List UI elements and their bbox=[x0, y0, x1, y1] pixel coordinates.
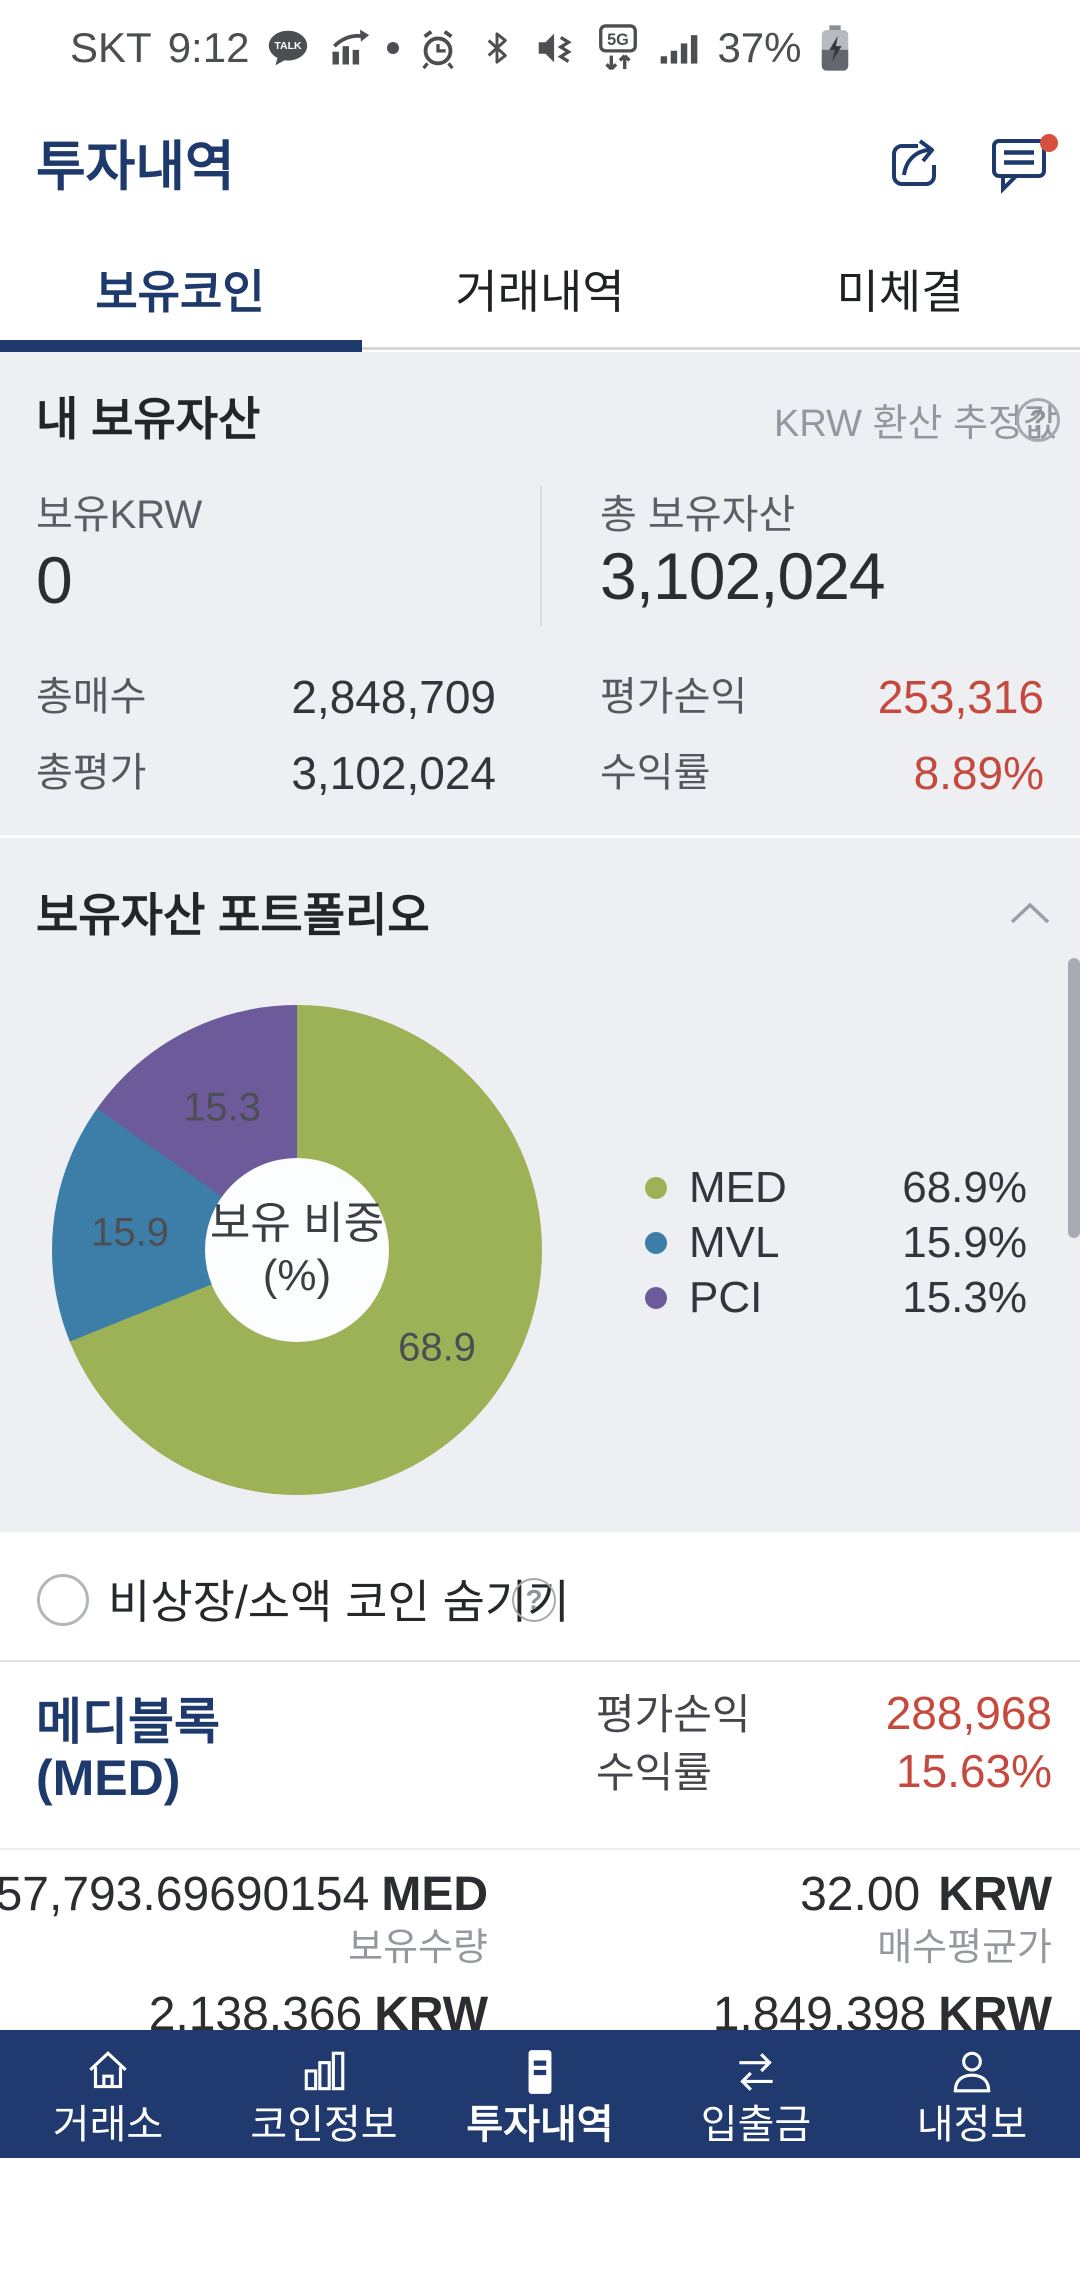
pl-label: 평가손익 bbox=[600, 675, 748, 719]
coin-ror-value: 15.63% bbox=[895, 1745, 1052, 1797]
5g-updown-icon: 5G bbox=[595, 23, 641, 73]
buy-total-label: 총매수 bbox=[36, 675, 147, 719]
coin-quantity-value: 57,793.69690154 MED bbox=[0, 1868, 488, 1921]
person-icon bbox=[947, 2047, 997, 2097]
coin-ror-label: 수익률 bbox=[596, 1749, 712, 1796]
scrollbar-thumb[interactable] bbox=[1068, 958, 1080, 1238]
svg-text:5G: 5G bbox=[608, 31, 630, 49]
signal-bars-icon bbox=[657, 26, 701, 70]
total-assets-value: 3,102,024 bbox=[600, 539, 886, 613]
unread-badge-dot bbox=[1040, 134, 1058, 152]
bottom-navigation: 거래소 코인정보 투자내역 입출금 내정보 bbox=[0, 2030, 1080, 2158]
legend-row-pci: PCI 15.3% bbox=[645, 1270, 1027, 1325]
quantity-label: 보유수량 bbox=[348, 1927, 488, 1969]
bar-chart-icon bbox=[299, 2047, 349, 2097]
ror-label: 수익률 bbox=[600, 751, 711, 795]
legend-dot-med bbox=[645, 1176, 667, 1199]
coin-ticker[interactable]: (MED) bbox=[36, 1750, 181, 1806]
page-title: 투자내역 bbox=[36, 137, 235, 197]
hold-krw-label: 보유KRW bbox=[36, 493, 203, 537]
hide-small-coins-toggle[interactable] bbox=[37, 1574, 89, 1626]
legend-dot-pci bbox=[645, 1286, 667, 1309]
chat-notifications-button[interactable] bbox=[988, 132, 1058, 199]
hide-small-coins-help-icon[interactable]: ? bbox=[512, 1578, 556, 1622]
coin-pl-label: 평가손익 bbox=[596, 1691, 751, 1738]
legend-dot-mvl bbox=[645, 1231, 667, 1254]
tab-open-orders[interactable]: 미체결 bbox=[836, 266, 964, 318]
android-navigation-bar bbox=[0, 2158, 1080, 2280]
nav-my-info[interactable]: 내정보 bbox=[864, 2030, 1080, 2158]
avg-price-unit: KRW bbox=[938, 1868, 1052, 1921]
nav-coin-info[interactable]: 코인정보 bbox=[216, 2030, 432, 2158]
avg-price-label: 매수평균가 bbox=[877, 1927, 1052, 1969]
legend-row-med: MED 68.9% bbox=[645, 1160, 1027, 1215]
collapse-chevron-up-icon[interactable] bbox=[1008, 900, 1052, 931]
column-divider bbox=[540, 486, 542, 626]
krw-estimate-note: KRW 환산 추정값 bbox=[774, 403, 1058, 445]
portfolio-title: 보유자산 포트폴리오 bbox=[36, 889, 430, 941]
tab-bar: 보유코인 거래내역 미체결 bbox=[0, 240, 1080, 350]
krw-estimate-help-icon[interactable]: ? bbox=[1016, 398, 1060, 442]
ror-value: 8.89% bbox=[913, 747, 1044, 799]
share-button[interactable] bbox=[884, 134, 944, 199]
active-tab-underline bbox=[0, 340, 362, 352]
tab-trade-history[interactable]: 거래내역 bbox=[455, 266, 625, 318]
vibrate-mute-icon bbox=[533, 25, 579, 71]
svg-text:TALK: TALK bbox=[275, 39, 303, 51]
slice-label-mvl: 15.9 bbox=[91, 1210, 169, 1255]
slice-label-med: 68.9 bbox=[398, 1325, 476, 1370]
legend-row-mvl: MVL 15.9% bbox=[645, 1215, 1027, 1270]
nav-exchange[interactable]: 거래소 bbox=[0, 2030, 216, 2158]
nav-investments[interactable]: 투자내역 bbox=[432, 2030, 648, 2158]
tab-held-coins[interactable]: 보유코인 bbox=[95, 266, 265, 318]
donut-center-label: 보유 비중 (%) bbox=[205, 1158, 389, 1342]
pl-value: 253,316 bbox=[877, 671, 1044, 723]
coin-pl-value: 288,968 bbox=[885, 1687, 1052, 1739]
slice-label-pci: 15.3 bbox=[183, 1085, 261, 1130]
quantity-unit: MED bbox=[381, 1868, 488, 1921]
swap-arrows-icon bbox=[731, 2047, 781, 2097]
battery-percent-label: 37% bbox=[717, 23, 802, 71]
nav-deposit-withdraw[interactable]: 입출금 bbox=[648, 2030, 864, 2158]
chart-legend: MED 68.9% MVL 15.9% PCI 15.3% bbox=[645, 1160, 1027, 1325]
eval-total-value: 3,102,024 bbox=[291, 747, 496, 799]
kakaotalk-icon: TALK bbox=[265, 25, 311, 71]
buy-total-value: 2,848,709 bbox=[291, 671, 496, 723]
coin-name[interactable]: 메디블록 bbox=[36, 1694, 220, 1750]
battery-charging-icon bbox=[818, 23, 852, 73]
coin-avg-price-value: 32.00 KRW bbox=[800, 1868, 1052, 1921]
hold-krw-value: 0 bbox=[36, 543, 73, 617]
coin-divider bbox=[0, 1848, 1080, 1850]
chart-rising-icon bbox=[327, 26, 371, 70]
status-time: 9:12 bbox=[167, 23, 250, 71]
ledger-icon bbox=[515, 2047, 565, 2097]
notification-dot-icon bbox=[387, 41, 400, 54]
status-bar: SKT 9:12 TALK 5G 37% bbox=[0, 0, 1080, 95]
eval-total-label: 총평가 bbox=[36, 751, 147, 795]
total-assets-label: 총 보유자산 bbox=[600, 493, 796, 537]
section-divider bbox=[0, 835, 1080, 838]
home-icon bbox=[83, 2047, 133, 2097]
bluetooth-icon bbox=[477, 25, 517, 71]
assets-section-title: 내 보유자산 bbox=[36, 393, 261, 445]
alarm-icon bbox=[415, 25, 461, 71]
hide-small-coins-label: 비상장/소액 코인 숨기기 bbox=[108, 1576, 570, 1628]
carrier-label: SKT bbox=[70, 23, 152, 71]
